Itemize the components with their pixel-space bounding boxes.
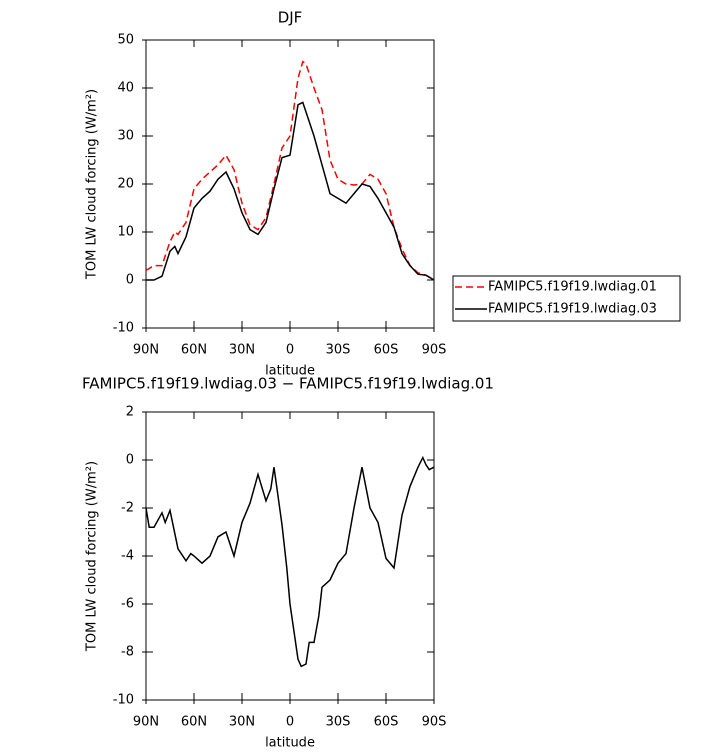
x-tick-label: 60N [181,715,207,730]
plot-frame [145,39,435,329]
y-tick-label: 30 [117,129,134,144]
y-tick-label: 0 [126,273,134,288]
legend-box [452,275,681,322]
y-tick-label: 20 [117,177,134,192]
x-tick-label: 30N [229,343,255,358]
series-line [146,101,435,281]
x-tick-label: 90N [133,343,159,358]
y-tick-label: -8 [121,645,134,660]
legend-label: FAMIPC5.f19f19.lwdiag.03 [488,302,657,317]
y-tick-label: 50 [117,33,134,48]
x-tick-label: 30N [229,715,255,730]
x-tick-label: 60S [374,343,399,358]
legend-label: FAMIPC5.f19f19.lwdiag.01 [488,280,657,295]
y-tick-label: -10 [113,321,134,336]
x-axis-label: latitude [265,364,315,379]
x-tick-label: 30S [326,343,351,358]
y-tick-label: -2 [121,501,134,516]
x-tick-label: 90S [422,715,447,730]
chart-title: FAMIPC5.f19f19.lwdiag.03 − FAMIPC5.f19f1… [82,375,494,393]
y-axis-label: TOM LW cloud forcing (W/m²) [85,89,100,280]
x-tick-label: 0 [286,715,294,730]
x-tick-label: 60N [181,343,207,358]
y-axis-label: TOM LW cloud forcing (W/m²) [85,461,100,652]
y-tick-label: -6 [121,597,134,612]
data-line [145,455,435,668]
y-tick-label: 0 [126,453,134,468]
series-line [145,60,435,281]
x-tick-label: 60S [374,715,399,730]
x-tick-label: 0 [286,343,294,358]
x-tick-label: 30S [326,715,351,730]
y-tick-label: -10 [113,693,134,708]
x-tick-label: 90N [133,715,159,730]
y-tick-label: 10 [117,225,134,240]
y-tick-label: 40 [117,81,134,96]
y-tick-label: -4 [121,549,134,564]
x-tick-label: 90S [422,343,447,358]
chart-title: DJF [278,9,303,27]
y-tick-label: 2 [126,405,134,420]
x-axis-label: latitude [265,736,315,751]
